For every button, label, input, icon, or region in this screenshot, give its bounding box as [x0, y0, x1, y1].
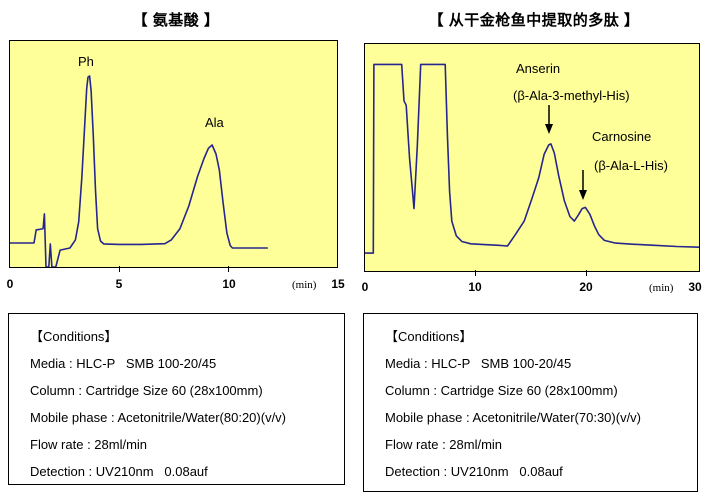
x-tick-label: 30	[688, 280, 702, 294]
right-conditions-box: 【Conditions】 Media : HLC-P SMB 100-20/45…	[363, 313, 698, 492]
carnosine-arrow-icon	[579, 170, 587, 200]
conditions-heading: 【Conditions】	[385, 329, 473, 344]
x-tick-label: 15	[331, 277, 345, 291]
left-chromatogram-svg	[10, 75, 269, 267]
right-chromatogram-svg	[365, 63, 699, 254]
x-tick-mark	[119, 266, 120, 272]
chromatogram-trace	[365, 63, 699, 254]
ph-peak-label: Ph	[78, 54, 94, 69]
condition-line-flow-rate: Flow rate : 28ml/min	[30, 437, 148, 452]
left-chromatogram-plot	[9, 40, 338, 268]
x-tick-label: 0	[361, 280, 369, 294]
condition-line-media: Media : HLC-P SMB 100-20/45	[385, 356, 572, 371]
carnosine-formula-label: (β-Ala-L-His)	[594, 158, 668, 173]
carnosine-peak-label: Carnosine	[592, 129, 652, 144]
conditions-heading: 【Conditions】	[30, 329, 118, 344]
left-chart-title: 【 氨基酸 】	[132, 12, 220, 29]
right-chart-title: 【 从干金枪鱼中提取的多肽 】	[428, 12, 640, 29]
condition-line-column: Column : Cartridge Size 60 (28x100mm)	[30, 383, 263, 398]
condition-line-detection: Detection : UV210nm 0.08auf	[385, 464, 563, 479]
condition-line-flow-rate: Flow rate : 28ml/min	[385, 437, 503, 452]
anserin-arrow-icon	[545, 105, 553, 134]
condition-line-mobile-phase: Mobile phase : Acetonitrile/Water(70:30)…	[385, 410, 642, 425]
x-tick-mark	[228, 266, 229, 272]
x-tick-label: 10	[468, 280, 482, 294]
x-tick-mark	[475, 270, 476, 276]
right-chromatogram-plot	[364, 43, 700, 272]
x-tick-mark	[586, 270, 587, 276]
anserin-peak-label: Anserin	[516, 61, 561, 76]
condition-line-media: Media : HLC-P SMB 100-20/45	[30, 356, 217, 371]
x-axis-unit-label: (min)	[292, 279, 317, 291]
left-conditions-box: 【Conditions】 Media : HLC-P SMB 100-20/45…	[8, 313, 345, 485]
x-tick-label: 0	[6, 277, 14, 291]
condition-line-mobile-phase: Mobile phase : Acetonitrile/Water(80:20)…	[30, 410, 287, 425]
x-axis-unit-label: (min)	[649, 282, 674, 294]
condition-line-column: Column : Cartridge Size 60 (28x100mm)	[385, 383, 618, 398]
x-tick-label: 10	[222, 277, 236, 291]
x-tick-label: 5	[115, 277, 123, 291]
anserin-formula-label: (β-Ala-3-methyl-His)	[513, 88, 630, 103]
condition-line-detection: Detection : UV210nm 0.08auf	[30, 464, 208, 479]
chromatogram-trace	[10, 75, 269, 267]
x-tick-label: 20	[579, 280, 593, 294]
ala-peak-label: Ala	[205, 115, 224, 130]
